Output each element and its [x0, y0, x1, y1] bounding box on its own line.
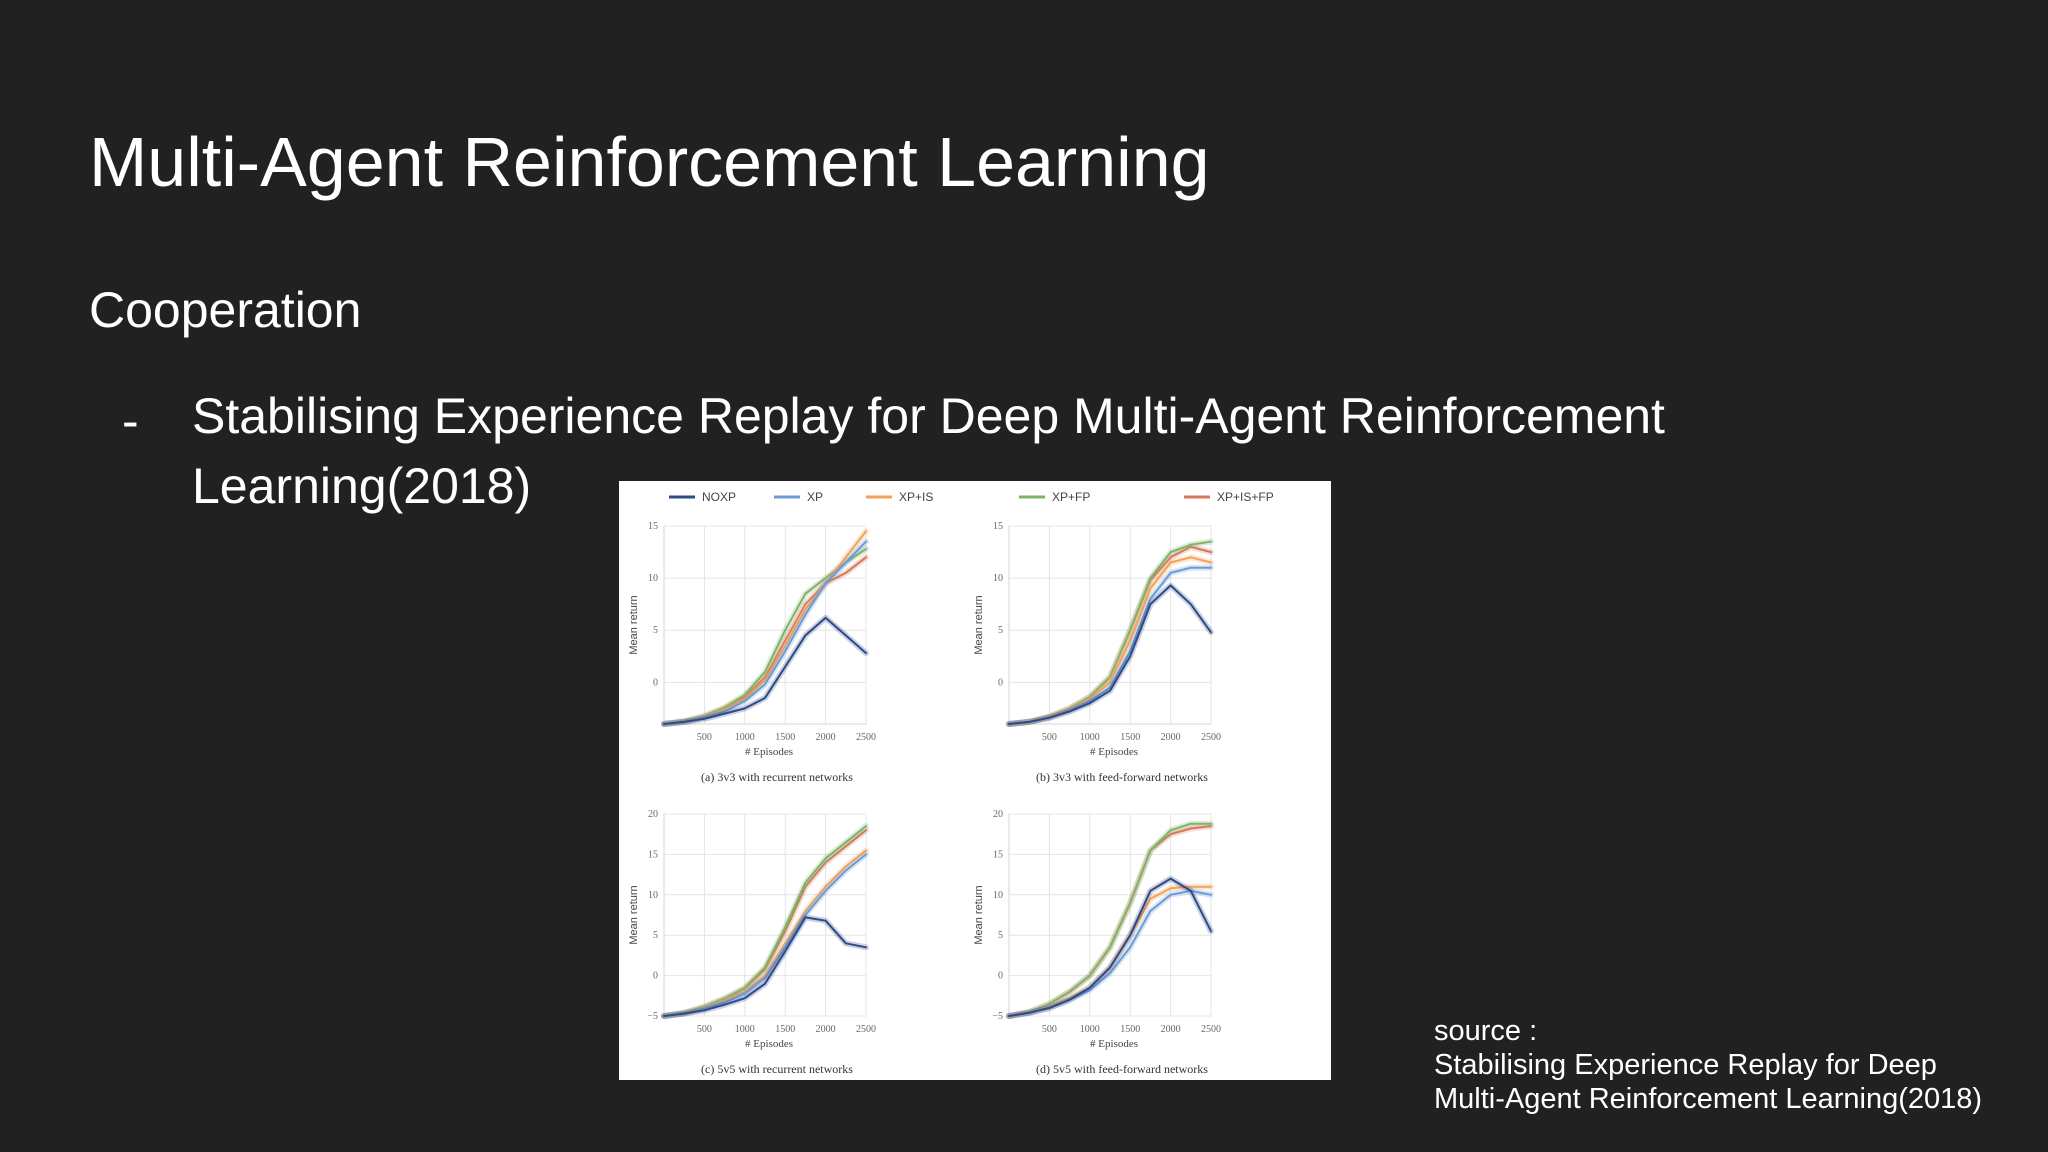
- panel-3-ytick-2: 5: [998, 930, 1003, 941]
- panel-1-xlabel: # Episodes: [1090, 746, 1138, 758]
- panel-0-caption: (a) 3v3 with recurrent networks: [701, 770, 853, 784]
- panel-3-line-noxp: [1008, 877, 1212, 1017]
- panel-2-line-noxp: [663, 916, 867, 1017]
- panel-2-ytick-3: 10: [648, 890, 658, 901]
- panel-1-caption: (b) 3v3 with feed-forward networks: [1036, 770, 1208, 784]
- panel-1-xtick-0: 500: [1042, 732, 1057, 743]
- panel-3-ytick-4: 15: [993, 849, 1003, 860]
- panel-3-ytick-1: 0: [998, 971, 1003, 982]
- panel-1-ytick-2: 10: [993, 573, 1003, 584]
- legend-label-1: XP: [807, 490, 823, 504]
- panel-2-xtick-0: 500: [697, 1024, 712, 1035]
- panel-3-xtick-3: 2000: [1161, 1024, 1181, 1035]
- panel-3-xtick-1: 1000: [1080, 1024, 1100, 1035]
- source-label: source :: [1434, 1015, 1538, 1047]
- panel-0-ytick-0: 0: [653, 677, 658, 688]
- panel-0-frame: [663, 525, 867, 725]
- panel-1-ytick-0: 0: [998, 677, 1003, 688]
- panel-1-xtick-2: 1500: [1120, 732, 1140, 743]
- panel-3-xtick-0: 500: [1042, 1024, 1057, 1035]
- panel-0-ytick-2: 10: [648, 573, 658, 584]
- panel-2-xtick-3: 2000: [816, 1024, 836, 1035]
- legend-label-4: XP+IS+FP: [1217, 490, 1274, 504]
- panel-0-xtick-2: 1500: [775, 732, 795, 743]
- panel-2-xtick-1: 1000: [735, 1024, 755, 1035]
- panel-3-line-xp-fp: [1008, 822, 1212, 1017]
- panel-0-ytick-1: 5: [653, 625, 658, 636]
- panel-2-ytick-2: 5: [653, 930, 658, 941]
- panel-2-xtick-2: 1500: [775, 1024, 795, 1035]
- panel-0-xtick-3: 2000: [816, 732, 836, 743]
- panel-3-frame: [1008, 813, 1212, 1017]
- legend-label-0: NOXP: [702, 490, 736, 504]
- panel-0-ylabel: Mean return: [628, 595, 640, 654]
- panel-0-line-noxp: [663, 616, 867, 725]
- panel-2-ytick-1: 0: [653, 971, 658, 982]
- panel-2-caption: (c) 5v5 with recurrent networks: [701, 1062, 853, 1076]
- panel-2-ytick-4: 15: [648, 849, 658, 860]
- results-figure: NOXP XP XP+IS XP+FP XP+IS+FP 500 1000 1500 2000 2…: [619, 481, 1331, 1080]
- panel-3-ytick-0: −5: [992, 1011, 1003, 1022]
- panel-1-line-noxp: [1008, 584, 1212, 725]
- panel-0-ytick-3: 15: [648, 521, 658, 532]
- panel-2-line-xp: [663, 853, 867, 1017]
- panel-1-xtick-3: 2000: [1161, 732, 1181, 743]
- panel-3-ytick-3: 10: [993, 890, 1003, 901]
- panel-0-xtick-0: 500: [697, 732, 712, 743]
- panel-3-ylabel: Mean return: [973, 885, 985, 944]
- panel-3-xtick-4: 2500: [1201, 1024, 1221, 1035]
- source-citation: source : Stabilising Experience Replay f…: [1434, 1014, 1982, 1116]
- panel-0-xtick-1: 1000: [735, 732, 755, 743]
- panel-1-ytick-3: 15: [993, 521, 1003, 532]
- panel-3-xlabel: # Episodes: [1090, 1038, 1138, 1050]
- panel-3-ytick-5: 20: [993, 809, 1003, 820]
- panel-0-xlabel: # Episodes: [745, 746, 793, 758]
- slide-title: Multi-Agent Reinforcement Learning: [89, 123, 1210, 201]
- panel-2-ylabel: Mean return: [628, 885, 640, 944]
- panel-2-xlabel: # Episodes: [745, 1038, 793, 1050]
- source-line-2: Multi-Agent Reinforcement Learning(2018): [1434, 1083, 1983, 1115]
- source-line-1: Stabilising Experience Replay for Deep: [1434, 1049, 1937, 1081]
- legend-label-2: XP+IS: [899, 490, 933, 504]
- panel-1-ylabel: Mean return: [973, 595, 985, 654]
- panel-1-xtick-1: 1000: [1080, 732, 1100, 743]
- panel-2-ytick-0: −5: [647, 1011, 658, 1022]
- panel-1-xtick-4: 2500: [1201, 732, 1221, 743]
- panel-2-ytick-5: 20: [648, 809, 658, 820]
- panel-0-xtick-4: 2500: [856, 732, 876, 743]
- panel-3-caption: (d) 5v5 with feed-forward networks: [1036, 1062, 1208, 1076]
- slide-subtitle: Cooperation: [89, 282, 362, 338]
- panel-2-line-xp-fp: [663, 825, 867, 1017]
- bullet-dash: -: [122, 393, 139, 449]
- panel-1-frame: [1008, 525, 1212, 725]
- panel-1-ytick-1: 5: [998, 625, 1003, 636]
- panel-3-xtick-2: 1500: [1120, 1024, 1140, 1035]
- bullet-paper-title: Stabilising Experience Replay for Deep M…: [192, 388, 1665, 514]
- legend-label-3: XP+FP: [1052, 490, 1090, 504]
- panel-2-xtick-4: 2500: [856, 1024, 876, 1035]
